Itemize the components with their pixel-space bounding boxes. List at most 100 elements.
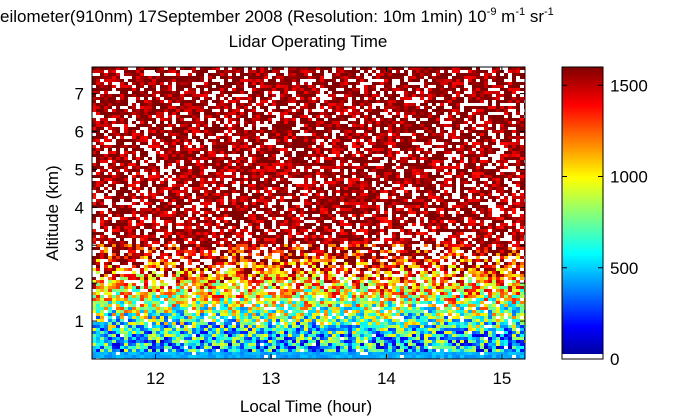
heatmap-cell	[512, 181, 516, 184]
heatmap-cell	[500, 115, 504, 118]
heatmap-cell	[176, 139, 180, 142]
heatmap-cell	[280, 142, 284, 145]
heatmap-cell	[508, 94, 512, 97]
heatmap-cell	[148, 244, 152, 247]
heatmap-cell	[160, 124, 164, 127]
heatmap-cell	[216, 160, 220, 163]
heatmap-cell	[320, 196, 324, 199]
heatmap-cell	[296, 229, 300, 232]
heatmap-cell	[520, 163, 524, 166]
heatmap-cell	[452, 115, 456, 118]
heatmap-cell	[368, 169, 372, 172]
heatmap-cell	[276, 220, 280, 223]
heatmap-cell	[216, 205, 220, 208]
heatmap-cell	[108, 166, 112, 169]
heatmap-cell	[200, 172, 204, 175]
heatmap-cell	[276, 214, 280, 217]
heatmap-cell	[496, 103, 500, 106]
heatmap-cell	[232, 148, 236, 151]
heatmap-cell	[484, 97, 488, 100]
heatmap-cell	[120, 196, 124, 199]
heatmap-cell	[188, 130, 192, 133]
heatmap-cell	[508, 217, 512, 220]
heatmap-cell	[276, 235, 280, 238]
heatmap-cell	[248, 241, 252, 244]
heatmap-cell	[392, 226, 396, 229]
heatmap-cell	[120, 142, 124, 145]
heatmap-cell	[276, 136, 280, 139]
heatmap-cell	[160, 157, 164, 160]
heatmap-cell	[400, 100, 404, 103]
heatmap-cell	[452, 88, 456, 91]
heatmap-cell	[260, 214, 264, 217]
heatmap-cell	[100, 118, 104, 121]
heatmap-cell	[108, 97, 112, 100]
heatmap-cell	[144, 91, 148, 94]
heatmap-cell	[108, 241, 112, 244]
heatmap-cell	[312, 223, 316, 226]
heatmap-cell	[284, 178, 288, 181]
heatmap-cell	[224, 79, 228, 82]
heatmap-cell	[516, 190, 520, 193]
heatmap-cell	[216, 235, 220, 238]
heatmap-cell	[512, 163, 516, 166]
heatmap-cell	[120, 211, 124, 214]
heatmap-cell	[156, 115, 160, 118]
heatmap-cell	[152, 88, 156, 91]
heatmap-cell	[164, 166, 168, 169]
heatmap-cell	[464, 136, 468, 139]
heatmap-cell	[120, 79, 124, 82]
heatmap-cell	[128, 211, 132, 214]
heatmap-cell	[224, 127, 228, 130]
heatmap-cell	[204, 130, 208, 133]
heatmap-cell	[508, 214, 512, 217]
heatmap-cell	[360, 199, 364, 202]
heatmap-cell	[348, 190, 352, 193]
heatmap-cell	[460, 220, 464, 223]
heatmap-cell	[100, 235, 104, 238]
heatmap-cell	[200, 139, 204, 142]
heatmap-cell	[276, 247, 280, 250]
heatmap-cell	[100, 76, 104, 79]
heatmap-cell	[400, 97, 404, 100]
heatmap-cell	[444, 217, 448, 220]
heatmap-cell	[408, 91, 412, 94]
heatmap-cell	[348, 193, 352, 196]
heatmap-cell	[372, 94, 376, 97]
heatmap-cell	[168, 232, 172, 235]
heatmap-cell	[372, 223, 376, 226]
heatmap-cell	[488, 175, 492, 178]
heatmap-cell	[520, 82, 524, 85]
heatmap-cell	[500, 139, 504, 142]
heatmap-cell	[280, 148, 284, 151]
heatmap-cell	[104, 88, 108, 91]
heatmap-cell	[296, 175, 300, 178]
heatmap-cell	[176, 97, 180, 100]
heatmap-cell	[448, 163, 452, 166]
heatmap-cell	[316, 100, 320, 103]
heatmap-cell	[300, 88, 304, 91]
heatmap-cell	[136, 235, 140, 238]
heatmap-cell	[316, 121, 320, 124]
heatmap-cell	[480, 112, 484, 115]
heatmap-cell	[160, 112, 164, 115]
heatmap-cell	[400, 199, 404, 202]
heatmap-cell	[308, 148, 312, 151]
heatmap-cell	[384, 184, 388, 187]
heatmap-cell	[228, 166, 232, 169]
heatmap-cell	[348, 208, 352, 211]
heatmap-cell	[280, 82, 284, 85]
heatmap-cell	[504, 142, 508, 145]
heatmap-cell	[356, 172, 360, 175]
heatmap-cell	[512, 148, 516, 151]
heatmap-cell	[316, 217, 320, 220]
heatmap-cell	[288, 124, 292, 127]
heatmap-cell	[448, 73, 452, 76]
heatmap-cell	[316, 238, 320, 241]
heatmap-cell	[216, 208, 220, 211]
heatmap-cell	[156, 127, 160, 130]
heatmap-cell	[288, 79, 292, 82]
heatmap-cell	[440, 106, 444, 109]
heatmap-cell	[196, 229, 200, 232]
heatmap-cell	[184, 166, 188, 169]
